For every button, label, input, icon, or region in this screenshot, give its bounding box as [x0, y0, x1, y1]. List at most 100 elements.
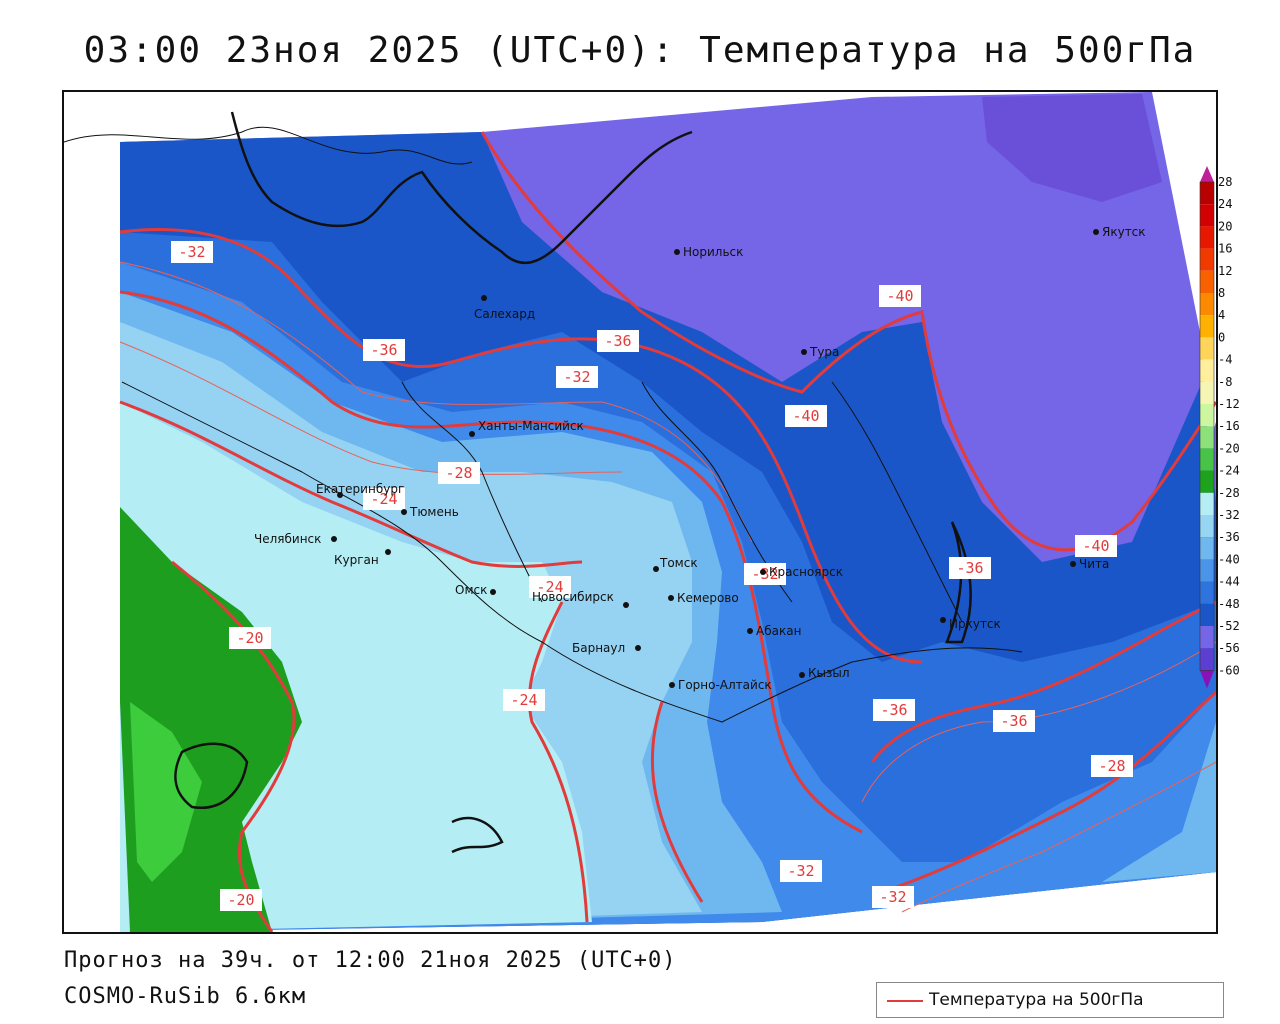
isotherm-label-text: -36: [956, 559, 983, 577]
isotherm-label: -24: [503, 689, 545, 711]
light-green-patch: [130, 702, 202, 882]
isotherm-label-text: -20: [236, 629, 263, 647]
colorbar-bottom-arrow: [1200, 670, 1214, 689]
city-marker: Новосибирск: [532, 590, 629, 608]
colorbar-swatch: [1200, 337, 1214, 360]
city-name: Омск: [455, 583, 487, 597]
city-dot: [635, 645, 641, 651]
city-marker: Красноярск: [760, 565, 843, 579]
colorbar-tick-label: -16: [1218, 419, 1240, 433]
city-dot: [1093, 229, 1099, 235]
colorbar-swatch: [1200, 270, 1214, 293]
legend-line-swatch: [887, 1000, 923, 1002]
city-dot: [490, 589, 496, 595]
colorbar-swatch: [1200, 470, 1214, 493]
isotherm-label-text: -32: [178, 243, 205, 261]
colorbar-tick-label: -8: [1218, 375, 1232, 389]
city-layer: Норильск Якутск Салехард Тура Ханты-Мансийск…: [254, 225, 1146, 692]
city-name: Абакан: [756, 624, 801, 638]
colorbar-tick-label: -4: [1218, 353, 1232, 367]
city-name: Тюмень: [409, 505, 459, 519]
isotherm-label: -24: [363, 488, 405, 510]
colorbar-swatch: [1200, 426, 1214, 449]
city-marker: Кызыл: [799, 666, 850, 680]
isotherm-lines: [119, 131, 1216, 932]
colorbar-swatch: [1200, 581, 1214, 604]
colorbar-swatch: [1200, 559, 1214, 582]
isotherm-label: -20: [220, 889, 262, 911]
isotherm-label: -28: [438, 462, 480, 484]
isotherm-label: -20: [229, 627, 271, 649]
isotherm-label: -36: [993, 710, 1035, 732]
isotherm-label: -36: [949, 557, 991, 579]
city-name: Красноярск: [769, 565, 843, 579]
city-marker: Кемерово: [668, 591, 739, 605]
dark-violet-patch: [982, 94, 1162, 202]
colorbar-swatch: [1200, 626, 1214, 649]
colorbar-tick-label: -52: [1218, 619, 1240, 633]
colorbar-swatch: [1200, 603, 1214, 626]
city-marker: Тура: [801, 345, 839, 359]
city-name: Барнаул: [572, 641, 625, 655]
city-name: Чита: [1079, 557, 1109, 571]
isotherm-label-text: -36: [604, 332, 631, 350]
colorbar-tick-label: -32: [1218, 508, 1240, 522]
isotherm-label-text: -24: [510, 691, 537, 709]
colorbar-tick-label: 0: [1218, 330, 1225, 344]
city-name: Кемерово: [677, 591, 739, 605]
colorbar-swatch: [1200, 226, 1214, 249]
city-name: Тура: [809, 345, 839, 359]
city-dot: [799, 672, 805, 678]
city-marker: Тюмень: [401, 505, 459, 519]
city-dot: [760, 569, 766, 575]
city-name: Кызыл: [808, 666, 850, 680]
isotherm-label-text: -40: [1082, 537, 1109, 555]
isotherm-label: -32: [780, 860, 822, 882]
isotherm-label-text: -36: [370, 341, 397, 359]
city-name: Горно-Алтайск: [678, 678, 772, 692]
colorbar-swatch: [1200, 537, 1214, 560]
temperature-colorbar: 28 24 20 16 12 8 4 0 -4 -8 -12 -16 -20 -24 -28 -32 -36 -4…: [1199, 166, 1240, 689]
city-marker: Салехард: [474, 295, 535, 321]
colorbar-tick-label: -56: [1218, 641, 1240, 655]
isotherm-label: -32: [556, 366, 598, 388]
city-dot: [469, 431, 475, 437]
city-dot: [747, 628, 753, 634]
legend-box: Температура на 500гПа: [876, 982, 1224, 1018]
isotherm-label-text: -28: [445, 464, 472, 482]
isotherm-thin-lines: [119, 261, 1216, 913]
city-dot: [1070, 561, 1076, 567]
legend-label: Температура на 500гПа: [929, 990, 1144, 1010]
city-marker: Екатеринбург: [316, 482, 404, 498]
colorbar-swatch: [1200, 381, 1214, 404]
city-dot: [401, 509, 407, 515]
colorbar-tick-label: -24: [1218, 464, 1240, 478]
colorbar-swatch: [1200, 359, 1214, 382]
isotherm-label: -36: [363, 339, 405, 361]
colorbar-tick-label: -36: [1218, 530, 1240, 544]
colorbar-tick-label: -44: [1218, 575, 1240, 589]
city-marker: Якутск: [1093, 225, 1146, 239]
colorbar-swatch: [1200, 204, 1214, 227]
colorbar-tick-label: -12: [1218, 397, 1240, 411]
isotherm-label: -36: [597, 330, 639, 352]
colorbar-swatch: [1200, 293, 1214, 316]
city-name: Иркутск: [949, 617, 1001, 631]
city-dot: [669, 682, 675, 688]
city-dot: [653, 566, 659, 572]
colorbar-tick-label: 4: [1218, 308, 1225, 322]
colorbar-tick-label: 8: [1218, 286, 1225, 300]
isotherm-label-text: -24: [370, 490, 397, 508]
isotherm-label-text: -40: [792, 407, 819, 425]
isotherm-label-text: -40: [886, 287, 913, 305]
city-dot: [331, 536, 337, 542]
city-marker: Норильск: [674, 245, 743, 259]
sky-zone-east: [1102, 722, 1216, 882]
isotherm-label-layer: -32-36-36-32-40-40-28-24-24-20-24-32-36-…: [171, 241, 1133, 911]
city-dot: [674, 249, 680, 255]
isotherm-label: -40: [1075, 535, 1117, 557]
city-name: Екатеринбург: [316, 482, 404, 496]
colorbar-tick-label: -40: [1218, 552, 1240, 566]
city-name: Норильск: [683, 245, 743, 259]
city-marker: Абакан: [747, 624, 801, 638]
